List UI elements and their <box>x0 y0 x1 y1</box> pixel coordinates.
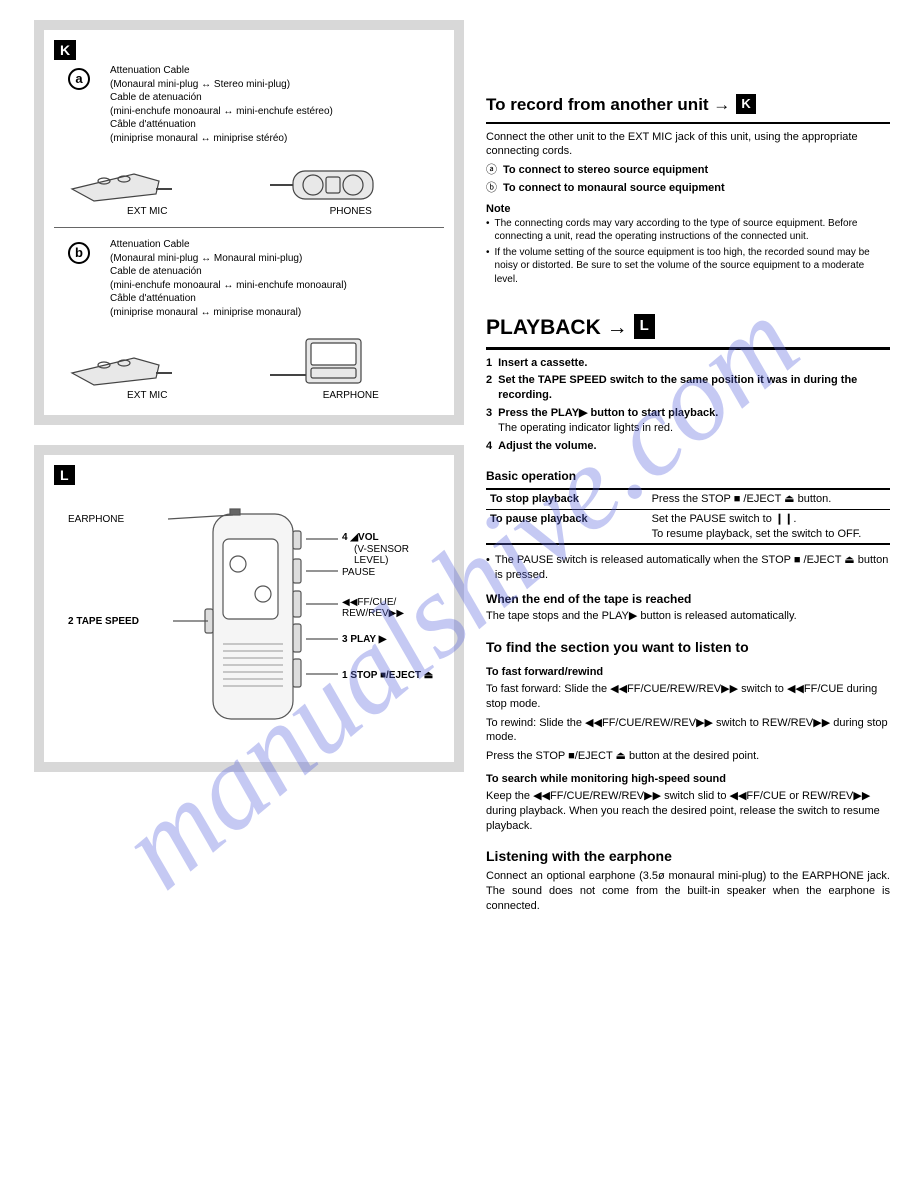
find-p4: Keep the ◀◀FF/CUE/REW/REV▶▶ switch slid … <box>486 789 890 834</box>
right-text-column: To record from another unit → K Connect … <box>486 94 890 918</box>
cable-b-line5: Câble d'atténuation <box>110 292 347 306</box>
cable-b-line1: Attenuation Cable <box>110 238 347 252</box>
earphone-title: Listening with the earphone <box>486 847 890 866</box>
circ-a-icon: ⓐ <box>486 163 497 178</box>
row1-c1: To stop playback <box>486 490 648 509</box>
figure-k-section-a: a Attenuation Cable (Monaural mini-plug … <box>54 64 444 221</box>
cable-b-line3: Cable de atenuación <box>110 265 347 279</box>
badge-a: a <box>68 68 90 90</box>
row1-c2: Press the STOP ■ /EJECT ⏏ button. <box>648 490 890 509</box>
cable-b-line4: (mini-enchufe monoaural ↔ mini-enchufe m… <box>110 279 347 293</box>
figure-l: L <box>34 445 464 772</box>
playback-step3-sub: The operating indicator lights in red. <box>498 421 718 436</box>
record-opt-a: To connect to stereo source equipment <box>503 163 708 178</box>
playback-step1: Insert a cassette. <box>498 356 587 371</box>
basic-op-table: To stop playback Press the STOP ■ /EJECT… <box>486 488 890 546</box>
cable-b-line2: (Monaural mini-plug ↔ Monaural mini-plug… <box>110 252 347 266</box>
record-note1: The connecting cords may vary according … <box>495 217 890 244</box>
find-sub1: To fast forward/rewind <box>486 665 890 680</box>
label-ffrew: ◀◀FF/CUE/ REW/REV▶▶ <box>342 597 404 619</box>
playback-badge: L <box>634 314 655 338</box>
row2-c1: To pause playback <box>486 510 648 544</box>
record-heading: To record from another unit → K <box>486 94 890 118</box>
playback-step2: Set the TAPE SPEED switch to the same po… <box>498 373 890 403</box>
find-p3: Press the STOP ■/EJECT ⏏ button at the d… <box>486 749 890 764</box>
row2-c2a: Set the PAUSE switch to ❙❙. <box>652 512 886 527</box>
record-note2: If the volume setting of the source equi… <box>495 246 890 287</box>
recorder-icon-b <box>64 343 174 388</box>
playback-heading: PLAYBACK → L <box>486 314 890 342</box>
tape-end-title: When the end of the tape is reached <box>486 591 890 607</box>
figure-k-section-b: b Attenuation Cable (Monaural mini-plug … <box>54 238 444 405</box>
basic-op-title: Basic operation <box>486 468 890 484</box>
basic-note: The PAUSE switch is released automatical… <box>495 553 890 583</box>
figure-k: K a Attenuation Cable (Monaural mini-plu… <box>34 20 464 425</box>
record-opt-b: To connect to monaural source equipment <box>503 181 725 196</box>
find-p2: To rewind: Slide the ◀◀FF/CUE/REW/REV▶▶ … <box>486 716 890 746</box>
cable-b-line6: (miniprise monaural ↔ miniprise monaural… <box>110 306 347 320</box>
label-vol-sub: (V-SENSOR LEVEL) <box>354 544 440 566</box>
find-sub2: To search while monitoring high-speed so… <box>486 772 890 787</box>
label-tape-speed: 2 TAPE SPEED <box>68 616 139 627</box>
bullet-icon: • <box>486 246 490 287</box>
label-vol: 4 ◢VOL <box>342 532 379 543</box>
phones-label: PHONES <box>268 206 435 217</box>
monaural-radio-icon <box>268 333 378 388</box>
cable-a-line5: Câble d'atténuation <box>110 118 333 132</box>
cable-a-line1: Attenuation Cable <box>110 64 333 78</box>
playback-step3: Press the PLAY▶ button to start playback… <box>498 406 718 421</box>
stereo-icon <box>268 159 378 204</box>
cable-a-line4: (mini-enchufe monoaural ↔ mini-enchufe e… <box>110 105 333 119</box>
recorder-icon <box>64 159 174 204</box>
bullet-icon: • <box>486 553 490 583</box>
label-pause: PAUSE <box>342 567 375 578</box>
cable-a-line3: Cable de atenuación <box>110 91 333 105</box>
circ-b-icon: ⓑ <box>486 181 497 196</box>
badge-b: b <box>68 242 90 264</box>
cable-a-line6: (miniprise monaural ↔ miniprise stéréo) <box>110 132 333 146</box>
row2-c2b: To resume playback, set the switch to OF… <box>652 527 886 542</box>
label-play: 3 PLAY ▶ <box>342 634 386 645</box>
note-head: Note <box>486 202 890 217</box>
playback-step4: Adjust the volume. <box>498 439 596 454</box>
badge-l: L <box>54 465 75 485</box>
ext-mic-label-b: EXT MIC <box>64 390 231 401</box>
left-figures-column: K a Attenuation Cable (Monaural mini-plu… <box>34 20 464 792</box>
record-badge: K <box>736 94 755 114</box>
ext-mic-label-a: EXT MIC <box>64 206 231 217</box>
tape-end-text: The tape stops and the PLAY▶ button is r… <box>486 609 890 624</box>
find-title: To find the section you want to listen t… <box>486 638 890 657</box>
label-stop: 1 STOP ■/EJECT ⏏ <box>342 670 433 681</box>
badge-k: K <box>54 40 76 60</box>
earphone-label-b: EARPHONE <box>268 390 435 401</box>
earphone-text: Connect an optional earphone (3.5ø monau… <box>486 869 890 914</box>
record-desc: Connect the other unit to the EXT MIC ja… <box>486 130 890 160</box>
cable-a-line2: (Monaural mini-plug ↔ Stereo mini-plug) <box>110 78 333 92</box>
find-p1: To fast forward: Slide the ◀◀FF/CUE/REW/… <box>486 682 890 712</box>
bullet-icon: • <box>486 217 490 244</box>
label-earphone: EARPHONE <box>68 514 124 525</box>
